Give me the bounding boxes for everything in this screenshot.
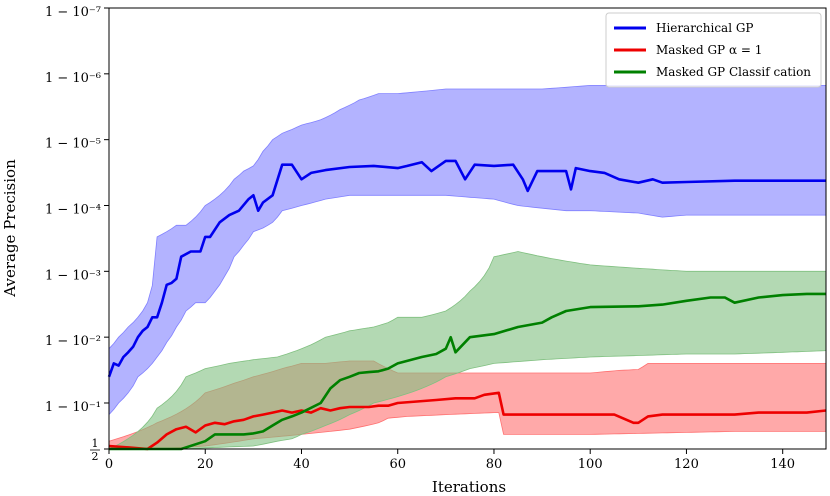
- svg-text:2: 2: [92, 450, 99, 463]
- y-tick-label: 12: [90, 437, 100, 463]
- x-tick-label: 120: [674, 457, 699, 472]
- x-tick-label: 100: [578, 457, 603, 472]
- line-series-3: [109, 292, 826, 451]
- y-tick-label: 1 − 10⁻⁴: [45, 202, 101, 217]
- legend-label: Masked GP α = 1: [656, 43, 762, 57]
- confidence-bands: [108, 85, 827, 450]
- x-tick-label: 20: [197, 457, 214, 472]
- y-tick-label: 1 − 10⁻¹: [45, 400, 101, 415]
- x-tick-label: 0: [105, 457, 113, 472]
- line-series-2: [108, 391, 827, 451]
- x-tick-label: 140: [770, 457, 795, 472]
- y-tick-label: 1 − 10⁻²: [45, 334, 101, 349]
- x-tick-label: 40: [293, 457, 310, 472]
- legend-label: Hierarchical GP: [656, 21, 754, 35]
- y-tick-label: 1 − 10⁻⁶: [45, 71, 101, 86]
- x-axis-label: Iterations: [432, 478, 506, 496]
- legend-label: Masked GP Classif cation: [656, 65, 811, 79]
- x-tick-label: 80: [486, 457, 503, 472]
- y-axis-ticks: 12 1 − 10⁻¹ 1 − 10⁻² 1 − 10⁻³ 1 − 10⁻⁴ 1 − 10…: [45, 5, 109, 463]
- y-tick-label: 1 − 10⁻⁵: [45, 137, 101, 152]
- y-tick-label: 1 − 10⁻³: [45, 268, 101, 283]
- x-tick-label: 60: [389, 457, 406, 472]
- plot-frame: [108, 7, 827, 450]
- x-axis-ticks: 0 20 40 60 80 100 120 140: [105, 449, 795, 472]
- svg-text:1: 1: [92, 437, 99, 450]
- y-tick-label: 1 − 10⁻⁷: [45, 5, 101, 20]
- series-lines: [107, 159, 827, 451]
- line-series-1: [107, 159, 826, 378]
- legend: Hierarchical GP Masked GP α = 1 Masked GP …: [605, 12, 822, 88]
- legend-box: [605, 12, 822, 88]
- y-axis-label: Average Precision: [1, 159, 19, 298]
